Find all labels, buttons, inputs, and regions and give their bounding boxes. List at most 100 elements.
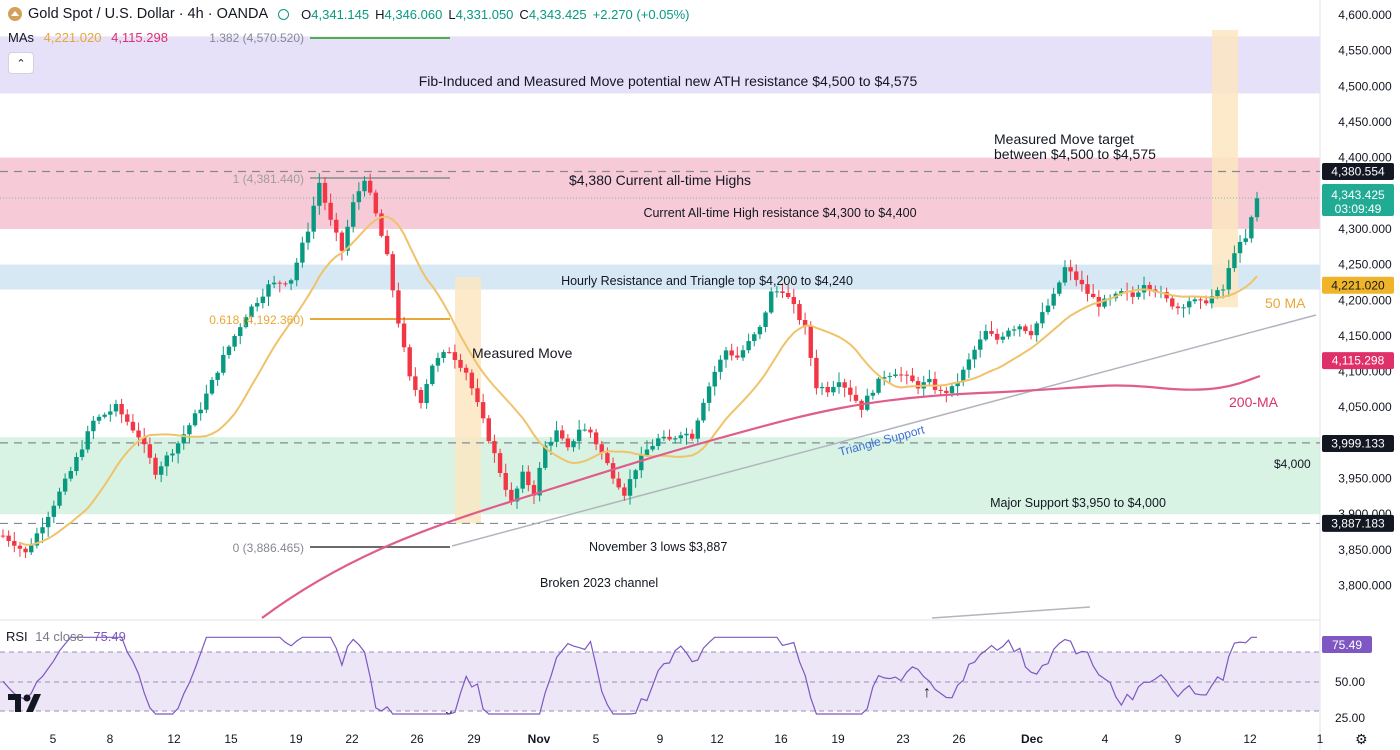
candle: [1074, 271, 1079, 280]
candle: [1000, 336, 1006, 340]
candle: [757, 326, 763, 335]
candle: [57, 491, 62, 506]
zone-major-support: [0, 437, 1320, 515]
candle: [548, 441, 554, 446]
candle: [0, 535, 6, 537]
candle: [893, 374, 898, 377]
ma50-legend-value: 4,221.020: [43, 30, 102, 45]
candle: [147, 444, 153, 458]
candle: [656, 438, 661, 447]
rsi-value-box: [1322, 636, 1372, 653]
candle: [836, 382, 842, 387]
candle: [23, 548, 28, 553]
candle: [209, 379, 215, 394]
ma50-line: [19, 215, 1258, 546]
price-tick: 4,200.000: [1338, 293, 1392, 307]
candle: [362, 180, 367, 192]
candle: [791, 297, 797, 305]
candle: [1017, 326, 1022, 330]
candle: [961, 369, 966, 382]
candle: [1028, 331, 1034, 336]
candle: [627, 479, 633, 496]
candle: [565, 438, 571, 448]
candle: [45, 516, 51, 528]
time-tick: 5: [593, 732, 600, 746]
candle: [345, 226, 350, 251]
price-tick: 4,550.000: [1338, 44, 1392, 58]
channel-line: [931, 606, 1091, 619]
time-tick: 16: [774, 732, 788, 746]
fib-1382-label: 1.382 (4,570.520): [209, 31, 304, 45]
candle: [848, 387, 853, 395]
price-tick: 4,600.000: [1338, 8, 1392, 22]
rsi-settings: 14 close: [35, 629, 84, 644]
price-tick: 4,300.000: [1338, 222, 1392, 236]
candle: [17, 545, 23, 549]
candle: [932, 378, 938, 390]
candle: [74, 456, 79, 472]
candle: [475, 388, 480, 403]
candle: [181, 434, 186, 444]
candle: [978, 339, 983, 350]
candle: [435, 357, 441, 366]
price-tick: 3,950.000: [1338, 472, 1392, 486]
ma200-legend-value: 4,115.298: [111, 30, 168, 45]
candle: [1243, 238, 1248, 242]
candle: [774, 291, 780, 293]
candle: [667, 436, 672, 440]
candle: [62, 478, 68, 492]
candle: [249, 306, 254, 318]
chart-header: Gold Spot / U.S. Dollar · 4h · OANDA O 4,…: [8, 5, 690, 23]
change-value: +2.270 (+0.05%): [592, 6, 690, 22]
candle: [187, 425, 192, 435]
candle: [1130, 292, 1135, 297]
candle: [785, 292, 791, 298]
gear-icon[interactable]: ⚙: [1355, 731, 1368, 747]
rsi-legend[interactable]: RSI 14 close 75.49: [6, 629, 126, 644]
candle: [678, 435, 684, 439]
chevron-up-icon: ⌃: [16, 57, 26, 70]
candle: [1226, 268, 1231, 290]
candle: [1011, 329, 1017, 331]
nov3-label: November 3 lows $3,887: [589, 540, 727, 554]
candle: [1175, 306, 1181, 309]
zone-ath-extension: [0, 36, 1320, 94]
candle: [853, 394, 859, 401]
low-price-label: 3,887.183: [1331, 516, 1385, 530]
time-tick: 15: [224, 732, 238, 746]
time-tick: 9: [657, 732, 664, 746]
candle: [881, 377, 887, 379]
ath-label: $4,380 Current all-time Highs: [569, 172, 751, 188]
candle: [752, 334, 757, 342]
candle: [661, 436, 667, 439]
moving-averages-legend[interactable]: MAs 4,221.020 4,115.298: [8, 30, 168, 45]
candle: [898, 374, 904, 376]
candle: [373, 192, 379, 214]
candle: [1057, 282, 1062, 294]
candle: [396, 290, 401, 324]
symbol-title[interactable]: Gold Spot / U.S. Dollar · 4h · OANDA: [28, 6, 269, 22]
candle: [266, 284, 271, 297]
candle: [701, 402, 706, 421]
ma200-line: [261, 374, 1261, 619]
ath-price-label-box: [1322, 163, 1394, 181]
time-tick: 12: [1243, 732, 1257, 746]
time-tick: Dec: [1021, 732, 1043, 746]
candle: [639, 455, 644, 471]
time-tick: 29: [467, 732, 481, 746]
candle: [729, 350, 734, 356]
price-tick: 4,450.000: [1338, 115, 1392, 129]
candle: [300, 242, 305, 263]
up-arrow-icon: ↑: [923, 684, 931, 701]
candle: [1192, 299, 1198, 302]
candle: [989, 331, 994, 334]
fib-1-label: 1 (4,381.440): [233, 172, 304, 186]
market-status-icon: [278, 8, 290, 20]
candle: [944, 390, 949, 393]
candle: [1147, 285, 1152, 290]
collapse-legend-button[interactable]: ⌃: [8, 52, 34, 74]
candle: [130, 421, 136, 431]
low-key: L: [448, 6, 456, 22]
candle: [458, 359, 463, 368]
